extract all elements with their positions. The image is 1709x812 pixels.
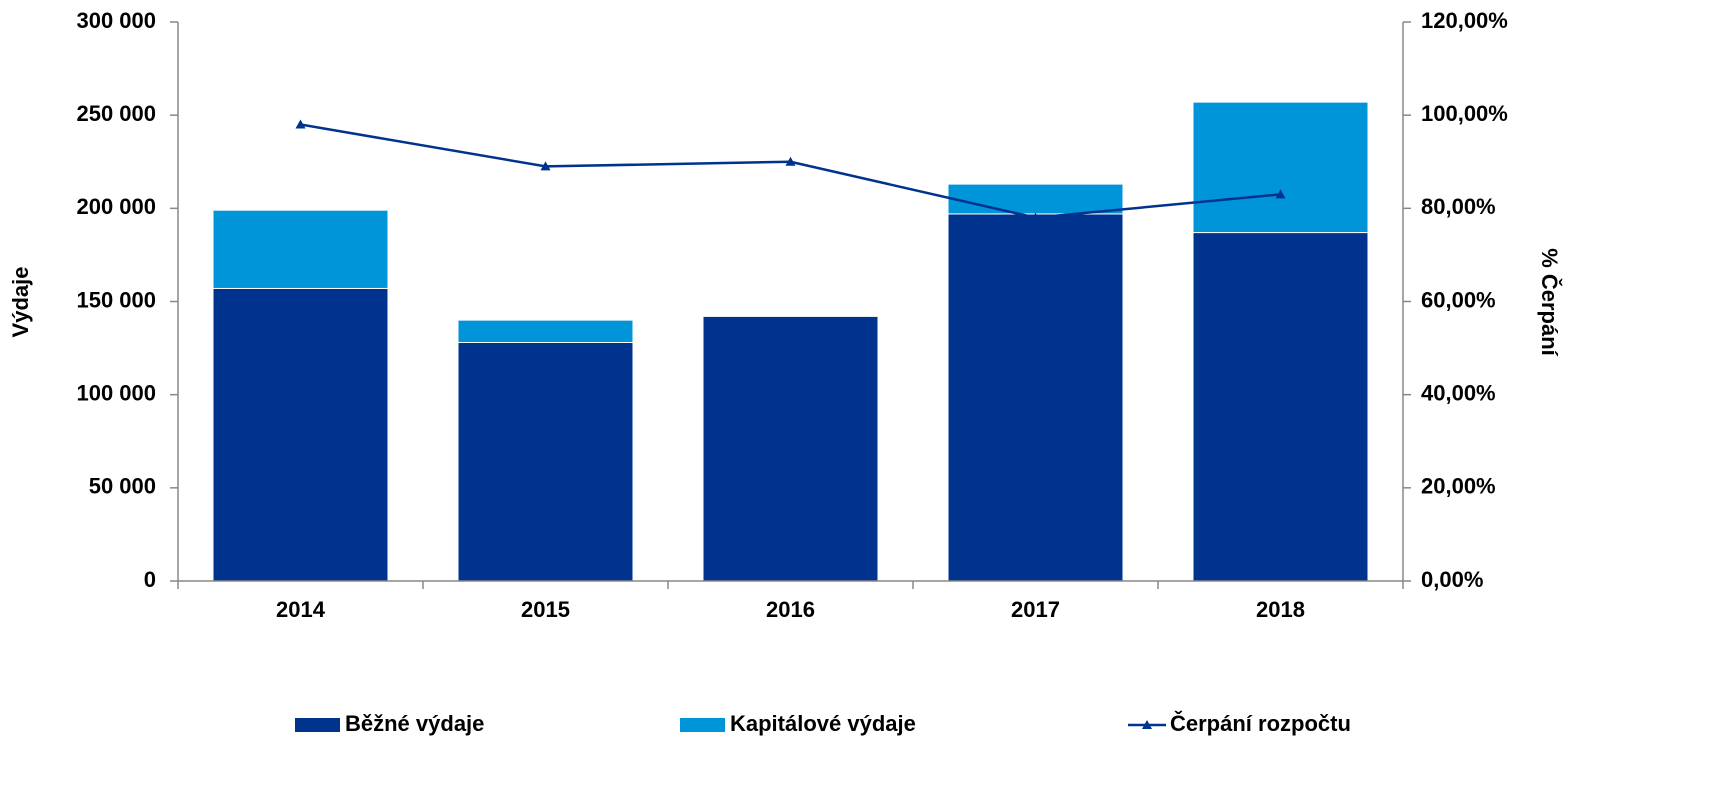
x-tick-label: 2017 (1011, 597, 1060, 622)
x-tick-label: 2015 (521, 597, 570, 622)
bar-segment (212, 287, 389, 582)
line-marker (295, 119, 306, 129)
bar-segment (702, 315, 879, 582)
y2-tick-label: 40,00% (1421, 380, 1496, 405)
legend-swatch (680, 718, 725, 732)
bar-segment (1192, 101, 1369, 234)
bar-segment (947, 183, 1124, 215)
legend-label: Kapitálové výdaje (730, 711, 916, 736)
y-tick-label: 0 (144, 567, 156, 592)
y2-tick-label: 100,00% (1421, 101, 1508, 126)
y-tick-label: 200 000 (76, 194, 156, 219)
line-marker (1030, 212, 1041, 222)
y-tick-label: 50 000 (89, 474, 156, 499)
legend-label: Čerpání rozpočtu (1170, 711, 1351, 736)
y-tick-label: 300 000 (76, 8, 156, 33)
y2-tick-label: 60,00% (1421, 287, 1496, 312)
line-marker (785, 156, 796, 166)
x-tick-label: 2016 (766, 597, 815, 622)
legend-swatch (295, 718, 340, 732)
bar-segment (212, 209, 389, 289)
legend-marker (1142, 720, 1152, 729)
bar-segment (457, 319, 634, 343)
y-axis-title: Výdaje (8, 267, 33, 338)
y-tick-label: 250 000 (76, 101, 156, 126)
x-tick-label: 2014 (276, 597, 326, 622)
legend-label: Běžné výdaje (345, 711, 484, 736)
x-tick-label: 2018 (1256, 597, 1305, 622)
line-marker (540, 161, 551, 171)
y2-tick-label: 80,00% (1421, 194, 1496, 219)
y2-tick-label: 120,00% (1421, 8, 1508, 33)
line-series (300, 123, 1281, 219)
y2-tick-label: 20,00% (1421, 474, 1496, 499)
y-tick-label: 150 000 (76, 287, 156, 312)
bar-segment (947, 213, 1124, 582)
y2-axis-title: % Čerpání (1537, 248, 1562, 356)
bar-segment (457, 341, 634, 582)
y-tick-label: 100 000 (76, 380, 156, 405)
y2-tick-label: 0,00% (1421, 567, 1483, 592)
bar-segment (1192, 232, 1369, 582)
line-marker (1275, 189, 1286, 199)
